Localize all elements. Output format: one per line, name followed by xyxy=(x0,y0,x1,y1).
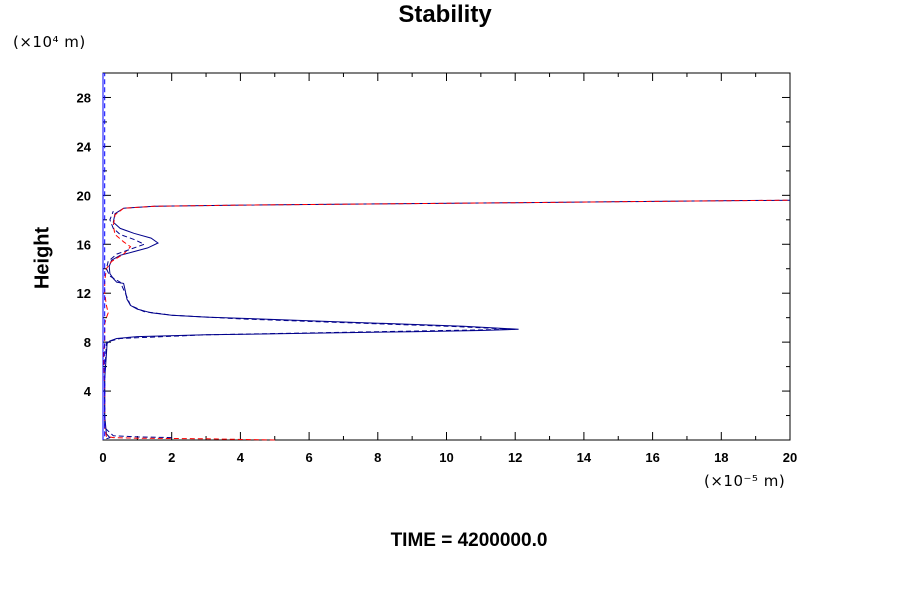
y-tick-label: 28 xyxy=(77,90,91,105)
x-tick-label: 10 xyxy=(439,450,453,465)
x-tick-label: 16 xyxy=(645,450,659,465)
x-tick-label: 14 xyxy=(577,450,592,465)
x-tick-label: 20 xyxy=(783,450,797,465)
y-tick-label: 8 xyxy=(84,335,91,350)
x-axis-unit: (×10⁻⁵ m) xyxy=(704,472,786,490)
y-tick-label: 12 xyxy=(77,286,91,301)
series-line-3 xyxy=(104,211,516,439)
series-line-2 xyxy=(103,199,791,441)
plot-frame xyxy=(102,72,791,441)
x-tick-label: 0 xyxy=(99,450,106,465)
x-tick-label: 6 xyxy=(305,450,312,465)
y-tick-label: 4 xyxy=(84,384,92,399)
x-tick-label: 2 xyxy=(168,450,175,465)
y-tick-label: 20 xyxy=(77,188,91,203)
series-line-1 xyxy=(104,199,791,440)
x-tick-label: 4 xyxy=(237,450,245,465)
y-tick-label: 24 xyxy=(77,139,92,154)
time-label: TIME = 4200000.0 xyxy=(390,530,548,551)
x-tick-label: 8 xyxy=(374,450,381,465)
y-tick-label: 16 xyxy=(77,237,91,252)
x-tick-label: 12 xyxy=(508,450,522,465)
chart-title: Stability xyxy=(398,1,492,28)
x-tick-label: 18 xyxy=(714,450,728,465)
y-axis-unit: (×10⁴ m) xyxy=(13,33,86,51)
